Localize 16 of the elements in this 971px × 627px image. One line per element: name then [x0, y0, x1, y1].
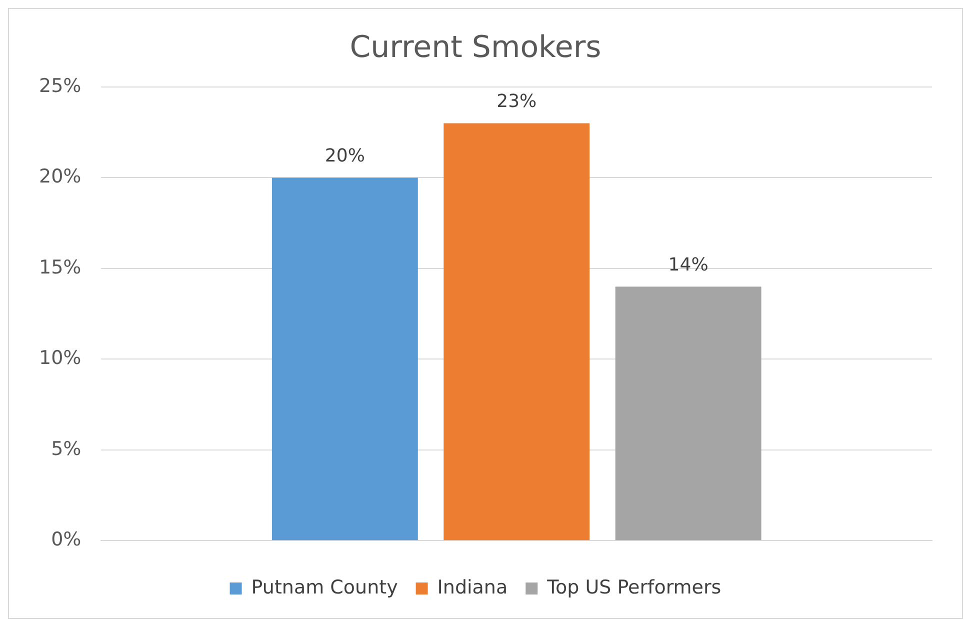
y-tick-label: 0%	[51, 528, 82, 551]
legend-label: Putnam County	[251, 576, 398, 598]
chart-title: Current Smokers	[350, 30, 602, 65]
bar	[615, 286, 762, 540]
bar	[444, 123, 590, 540]
legend-label: Indiana	[437, 576, 508, 598]
y-tick-label: 15%	[38, 256, 82, 278]
y-tick-label: 20%	[38, 166, 82, 188]
y-tick-label: 25%	[38, 74, 82, 97]
y-tick-label: 5%	[51, 438, 82, 460]
legend-label: Top US Performers	[546, 576, 722, 598]
data-label: 20%	[324, 145, 365, 166]
bar	[272, 178, 418, 540]
data-label: 23%	[496, 90, 537, 112]
data-label: 14%	[668, 254, 708, 276]
y-tick-label: 10%	[38, 347, 82, 370]
